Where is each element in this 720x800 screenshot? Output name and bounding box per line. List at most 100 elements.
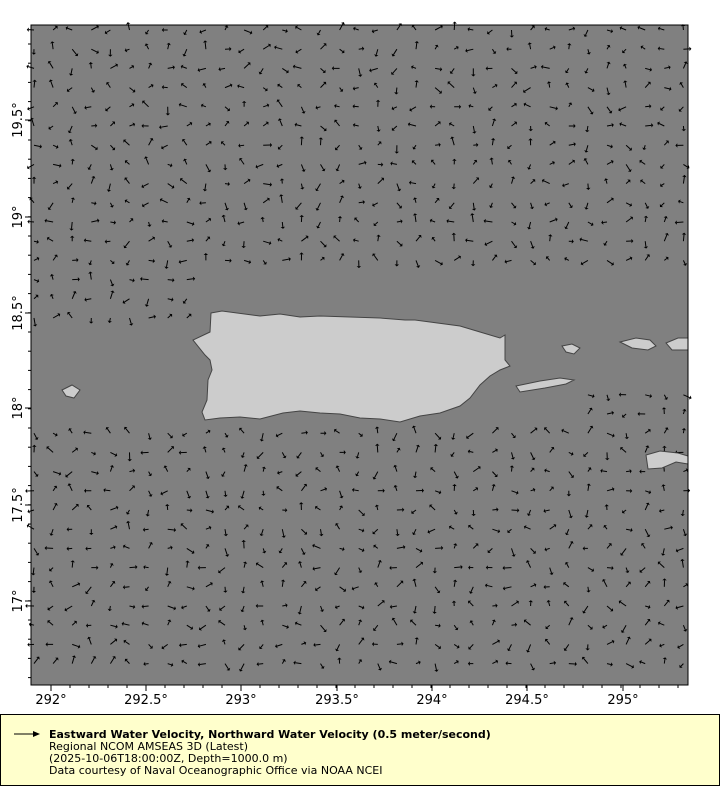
velocity-arrow (108, 183, 111, 191)
velocity-arrow (625, 144, 631, 150)
velocity-arrow (335, 105, 340, 108)
velocity-arrowhead (54, 25, 58, 30)
velocity-arrow (530, 260, 535, 264)
velocity-arrowhead (610, 159, 614, 164)
velocity-arrow (375, 84, 379, 88)
velocity-arrow (51, 43, 54, 50)
velocity-arrow (243, 259, 250, 263)
velocity-arrowhead (315, 105, 318, 110)
velocity-arrow (606, 46, 609, 50)
velocity-arrowhead (324, 431, 327, 436)
velocity-arrowhead (376, 129, 381, 132)
velocity-arrow (281, 221, 284, 227)
velocity-arrow (434, 432, 440, 439)
velocity-arrow (625, 257, 631, 261)
velocity-arrow (469, 450, 474, 453)
velocity-arrow (320, 605, 323, 611)
velocity-arrow (606, 198, 613, 204)
velocity-arrow (124, 240, 130, 247)
velocity-arrowhead (238, 143, 241, 148)
velocity-arrow (511, 178, 514, 184)
velocity-arrow (316, 507, 321, 511)
velocity-arrowhead (646, 534, 651, 538)
velocity-arrow (336, 644, 341, 650)
velocity-arrowhead (610, 29, 614, 34)
velocity-arrowhead (219, 607, 223, 611)
velocity-arrowhead (243, 464, 248, 467)
velocity-arrowhead (437, 121, 441, 125)
velocity-arrowhead (36, 239, 39, 244)
velocity-arrow (392, 68, 398, 74)
velocity-arrow (683, 584, 687, 588)
velocity-arrowhead (393, 485, 398, 488)
velocity-arrowhead (105, 427, 110, 430)
velocity-arrow (453, 661, 458, 665)
velocity-arrow (163, 220, 168, 223)
velocity-arrow (71, 505, 78, 511)
velocity-arrow (509, 161, 512, 165)
velocity-arrowhead (358, 74, 363, 77)
velocity-arrow (396, 202, 401, 208)
velocity-arrowhead (455, 660, 459, 664)
velocity-arrow (181, 524, 188, 530)
velocity-arrowhead (455, 45, 459, 50)
velocity-arrowhead (239, 427, 243, 431)
velocity-arrow (373, 528, 379, 534)
velocity-arrow (160, 125, 168, 128)
velocity-arrowhead (169, 313, 173, 318)
velocity-arrow (29, 509, 35, 512)
velocity-arrowhead (513, 221, 517, 226)
velocity-arrowhead (47, 60, 52, 64)
velocity-arrowhead (245, 121, 249, 125)
velocity-arrowhead (544, 121, 548, 126)
velocity-arrow (645, 490, 650, 493)
velocity-arrowhead (55, 180, 59, 185)
velocity-arrowhead (315, 207, 320, 211)
velocity-arrowhead (446, 218, 449, 224)
velocity-arrowhead (506, 46, 509, 52)
velocity-arrowhead (438, 645, 441, 650)
velocity-arrowhead (637, 25, 641, 30)
velocity-arrowhead (202, 189, 208, 192)
velocity-arrowhead (283, 562, 288, 566)
velocity-arrow (530, 468, 534, 472)
velocity-arrowhead (440, 261, 443, 266)
velocity-arrow (353, 586, 359, 590)
velocity-arrowhead (434, 44, 439, 48)
velocity-arrow (453, 256, 460, 261)
velocity-arrow (471, 215, 474, 223)
velocity-arrowhead (380, 177, 384, 181)
velocity-arrow (451, 138, 455, 146)
velocity-arrow (415, 446, 419, 453)
velocity-arrowhead (179, 642, 182, 648)
velocity-arrowhead (484, 242, 488, 247)
velocity-arrow (72, 583, 79, 588)
velocity-arrowhead (527, 226, 532, 230)
velocity-arrowhead (331, 66, 334, 71)
velocity-arrow (645, 394, 651, 397)
velocity-arrowhead (172, 277, 175, 283)
velocity-arrow (282, 604, 286, 607)
velocity-arrowhead (372, 531, 376, 535)
velocity-arrow (50, 81, 54, 88)
velocity-arrowhead (586, 52, 591, 55)
velocity-arrow (391, 605, 397, 608)
velocity-arrowhead (657, 121, 661, 126)
velocity-arrow (52, 103, 57, 108)
velocity-arrow (525, 526, 531, 530)
velocity-arrowhead (277, 83, 281, 88)
velocity-arrowhead (441, 545, 444, 551)
velocity-arrow (70, 140, 73, 146)
velocity-arrow (263, 183, 271, 186)
velocity-arrow (262, 260, 266, 264)
velocity-arrowhead (620, 552, 624, 556)
velocity-arrow (85, 431, 92, 434)
velocity-map: 292° 292.5° 293° 293.5° 294° 294.5° 295°19.5°1… (11, 21, 692, 708)
velocity-arrow (623, 413, 627, 417)
velocity-arrowhead (412, 532, 416, 535)
velocity-arrowhead (622, 49, 626, 54)
velocity-arrow (658, 123, 665, 127)
velocity-arrowhead (256, 661, 259, 667)
velocity-arrowhead (649, 104, 652, 109)
velocity-arrowhead (495, 603, 498, 608)
